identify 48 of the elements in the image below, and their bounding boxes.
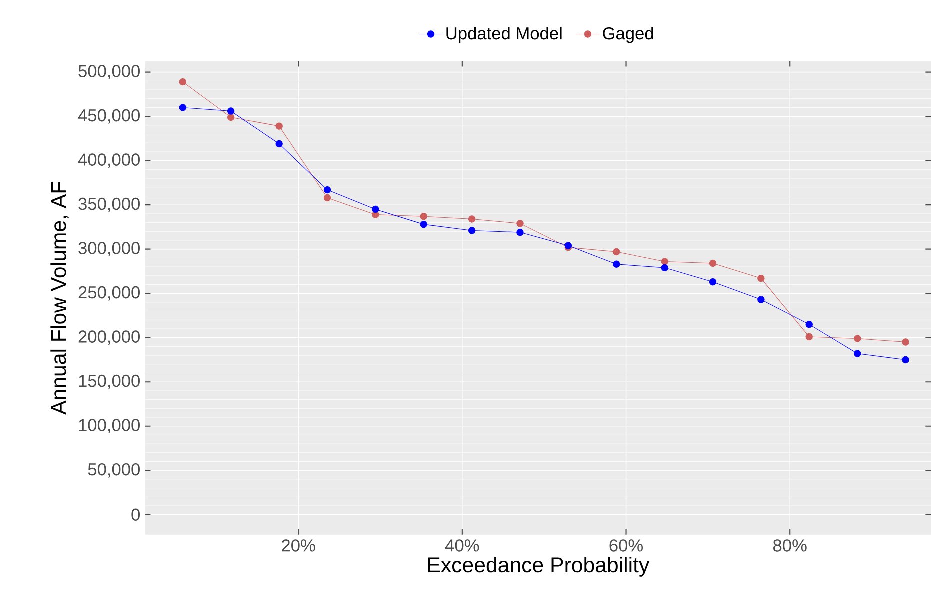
point <box>227 108 235 115</box>
x-axis-title: Exceedance Probability <box>428 556 650 577</box>
point <box>806 333 813 340</box>
point <box>372 206 380 214</box>
y-tick-label: 300,000 <box>78 242 140 256</box>
legend-label: Gaged <box>603 26 654 44</box>
point <box>516 220 524 228</box>
point <box>468 227 476 234</box>
y-tick-label: 150,000 <box>79 374 140 390</box>
point <box>709 278 717 286</box>
point <box>276 140 283 148</box>
point <box>758 296 765 304</box>
y-tick-label: 50,000 <box>88 463 140 478</box>
point <box>709 260 717 267</box>
point <box>324 194 332 202</box>
y-tick-label: 200,000 <box>78 330 140 345</box>
x-tick-label: 80% <box>774 539 807 552</box>
y-tick-label: 500,000 <box>78 65 140 80</box>
y-tick-label: 250,000 <box>78 286 140 301</box>
point <box>420 212 428 220</box>
x-tick-label: 40% <box>445 539 480 552</box>
point <box>854 335 862 342</box>
point <box>468 216 476 223</box>
y-tick-label: 100,000 <box>79 419 140 434</box>
y-tick-label: 400,000 <box>78 154 140 168</box>
point <box>276 122 283 130</box>
point <box>758 274 765 282</box>
point <box>179 104 187 112</box>
y-tick-label: 350,000 <box>78 198 140 212</box>
legend-label: Updated Model <box>446 26 562 44</box>
point <box>420 220 428 228</box>
point <box>324 186 332 194</box>
point <box>612 260 620 268</box>
y-tick-label: 0 <box>132 508 140 521</box>
point <box>854 350 862 358</box>
x-tick-label: 60% <box>610 539 644 552</box>
point <box>179 78 187 86</box>
y-tick-label: 450,000 <box>78 109 140 124</box>
point <box>806 320 813 328</box>
point <box>661 258 668 266</box>
x-tick-label: 20% <box>282 539 316 552</box>
point <box>227 114 235 121</box>
point <box>902 338 910 346</box>
point <box>612 248 620 256</box>
point <box>661 264 668 272</box>
point <box>902 356 910 364</box>
y-axis-title: Annual Flow Volume, AF <box>50 182 69 415</box>
point <box>516 228 524 236</box>
